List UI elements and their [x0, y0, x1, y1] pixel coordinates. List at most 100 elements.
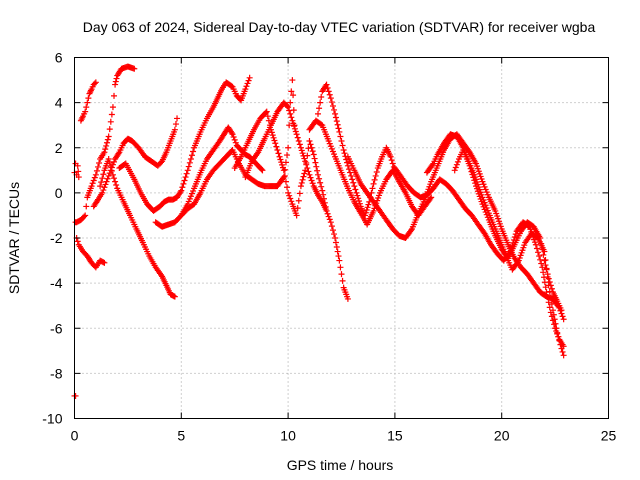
data-point	[535, 249, 542, 256]
series-arc-13	[315, 81, 398, 219]
data-point	[453, 161, 460, 168]
data-point	[300, 152, 307, 159]
series-arc-18	[451, 147, 565, 314]
data-point	[329, 103, 336, 110]
data-point	[305, 168, 312, 175]
data-point	[101, 184, 108, 191]
data-point	[337, 264, 344, 271]
data-point	[91, 80, 98, 87]
data-point	[307, 174, 314, 181]
data-point	[88, 183, 95, 190]
data-point	[333, 118, 340, 125]
data-point	[181, 177, 188, 184]
data-point	[281, 172, 288, 179]
x-tick-label: 25	[601, 428, 617, 444]
data-point	[230, 134, 237, 141]
data-point	[131, 65, 138, 72]
data-point	[300, 173, 307, 180]
data-point	[543, 266, 550, 273]
data-point	[308, 177, 315, 184]
data-point	[327, 143, 334, 150]
data-point	[365, 201, 372, 208]
x-tick-label: 15	[387, 428, 403, 444]
data-point	[532, 241, 539, 248]
data-point	[112, 81, 119, 88]
data-point	[97, 183, 104, 190]
data-point	[111, 158, 118, 165]
data-point	[331, 151, 338, 158]
data-point	[546, 278, 553, 285]
data-point	[331, 106, 338, 113]
data-point	[363, 207, 370, 214]
data-points	[71, 63, 567, 399]
data-point	[353, 189, 360, 196]
data-point	[259, 167, 266, 174]
data-point	[548, 285, 555, 292]
data-point	[109, 104, 116, 111]
data-point	[319, 187, 326, 194]
data-point	[107, 163, 114, 170]
data-point	[550, 311, 557, 318]
data-point	[428, 194, 435, 201]
data-point	[287, 195, 294, 202]
data-point	[286, 122, 293, 129]
data-point	[310, 151, 317, 158]
data-point	[339, 277, 346, 284]
data-point	[370, 180, 377, 187]
y-tick-label: -8	[50, 365, 63, 381]
data-point	[177, 188, 184, 195]
data-point	[274, 147, 281, 154]
data-point	[183, 170, 190, 177]
data-point	[538, 260, 545, 267]
data-point	[327, 95, 334, 102]
data-point	[541, 257, 548, 264]
data-point	[242, 86, 249, 93]
data-point	[337, 133, 344, 140]
series-arc-01	[71, 160, 82, 181]
data-point	[452, 164, 459, 171]
data-point	[273, 143, 280, 150]
data-point	[188, 190, 195, 197]
data-point	[301, 155, 308, 162]
data-point	[328, 99, 335, 106]
data-point	[244, 80, 251, 87]
data-point	[332, 239, 339, 246]
data-point	[545, 275, 552, 282]
data-point	[285, 104, 292, 111]
data-point	[303, 161, 310, 168]
data-point	[108, 111, 115, 118]
data-point	[356, 197, 363, 204]
data-point	[245, 77, 252, 84]
y-tick-label: -6	[50, 320, 63, 336]
data-point	[72, 392, 79, 399]
data-point	[92, 79, 99, 86]
data-point	[75, 168, 82, 175]
y-tick-label: -2	[50, 230, 63, 246]
data-point	[350, 179, 357, 186]
data-point	[351, 183, 358, 190]
data-point	[285, 189, 292, 196]
series-arc-06	[90, 115, 181, 210]
data-point	[104, 136, 111, 143]
data-point	[316, 105, 323, 112]
series-arc-04	[77, 79, 99, 124]
data-point	[560, 316, 567, 323]
data-point	[349, 176, 356, 183]
y-tick-label: -10	[42, 411, 62, 427]
data-point	[472, 180, 479, 187]
data-point	[556, 337, 563, 344]
x-tick-label: 20	[494, 428, 510, 444]
data-point	[94, 163, 101, 170]
data-point	[102, 146, 109, 153]
data-point	[483, 189, 490, 196]
data-point	[111, 175, 118, 182]
data-point	[83, 203, 90, 210]
data-point	[335, 125, 342, 132]
data-point	[537, 235, 544, 241]
data-point	[265, 117, 272, 124]
data-point	[280, 174, 287, 181]
data-point	[174, 115, 181, 122]
series-arc-03	[72, 219, 108, 271]
data-point	[338, 137, 345, 144]
